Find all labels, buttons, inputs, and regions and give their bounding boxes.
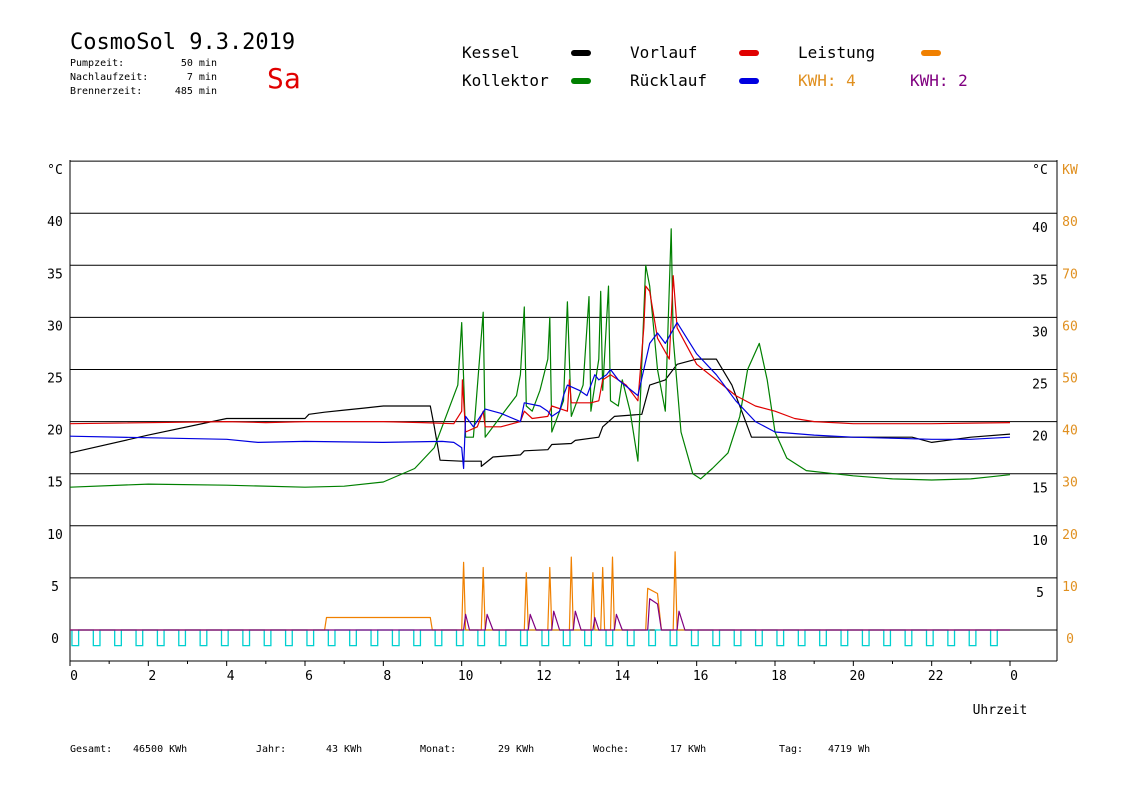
footer-gesamt-label: Gesamt: bbox=[70, 744, 113, 755]
y-left-tick-label: 0 bbox=[51, 632, 59, 647]
x-tick-label: 0 bbox=[70, 669, 78, 684]
x-tick-label: 14 bbox=[615, 669, 631, 684]
y-right-power-tick-label: 60 bbox=[1062, 319, 1078, 334]
chart-series bbox=[69, 228, 1011, 647]
x-tick-label: 20 bbox=[850, 669, 866, 684]
footer-woche-value: 17 KWh bbox=[670, 744, 707, 755]
y-right-temp-tick-label: 5 bbox=[1036, 586, 1044, 601]
y-right-power-tick-label: 40 bbox=[1062, 424, 1078, 439]
legend-kwh1-label: KWH: 4 bbox=[798, 71, 856, 90]
y-right-power-tick-label: 10 bbox=[1062, 580, 1078, 595]
weekday-label: Sa bbox=[267, 62, 301, 95]
y-right-power-tick-label: 20 bbox=[1062, 528, 1078, 543]
footer-woche-label: Woche: bbox=[593, 744, 630, 755]
y-right-power-tick-label: 50 bbox=[1062, 372, 1078, 387]
x-tick-label: 6 bbox=[305, 669, 313, 684]
y-right-power-tick-label: 80 bbox=[1062, 215, 1078, 230]
legend-ruecklauf-swatch bbox=[739, 78, 759, 84]
y-right-temp-unit: °C bbox=[1032, 163, 1048, 178]
y-left-tick-label: 40 bbox=[47, 215, 63, 230]
y-left-tick-label: 20 bbox=[47, 424, 63, 439]
y-left-tick-label: 25 bbox=[47, 372, 63, 387]
chart-axes bbox=[69, 160, 1058, 666]
y-left-unit: °C bbox=[47, 163, 63, 178]
y-left-tick-label: 35 bbox=[47, 267, 63, 282]
y-right-power-tick-label: 70 bbox=[1062, 267, 1078, 282]
series-kessel bbox=[69, 358, 1011, 467]
y-left-tick-label: 15 bbox=[47, 476, 63, 491]
y-left-tick-label: 10 bbox=[47, 528, 63, 543]
stat-label-brennerzeit: Brennerzeit: bbox=[70, 86, 143, 97]
footer-jahr-label: Jahr: bbox=[256, 744, 287, 755]
y-right-temp-tick-label: 10 bbox=[1032, 534, 1048, 549]
series-r-cklauf bbox=[69, 322, 1011, 470]
y-right-temp-tick-label: 15 bbox=[1032, 482, 1048, 497]
y-right-power-tick-label: 30 bbox=[1062, 476, 1078, 491]
legend-kessel-swatch bbox=[571, 50, 591, 56]
legend-kwh2-label: KWH: 2 bbox=[910, 71, 968, 90]
x-tick-label: 22 bbox=[928, 669, 944, 684]
legend-vorlauf-label: Vorlauf bbox=[630, 43, 698, 62]
y-right-power-unit: KW bbox=[1062, 163, 1078, 178]
stat-label-nachlaufzeit: Nachlaufzeit: bbox=[70, 72, 149, 83]
y-right-temp-tick-label: 25 bbox=[1032, 378, 1048, 393]
legend-kollektor-label: Kollektor bbox=[462, 71, 549, 90]
x-tick-label: 16 bbox=[693, 669, 709, 684]
pump-signal bbox=[71, 629, 1010, 647]
footer-monat-value: 29 KWh bbox=[498, 744, 535, 755]
stat-value-brennerzeit: 485 min bbox=[174, 86, 217, 97]
footer-tag-value: 4719 Wh bbox=[828, 744, 871, 755]
y-right-temp-tick-label: 20 bbox=[1032, 430, 1048, 445]
series-leistung bbox=[70, 551, 1010, 631]
y-left-tick-label: 5 bbox=[51, 580, 59, 595]
footer-tag-label: Tag: bbox=[779, 744, 804, 755]
series-kwh-2 bbox=[70, 598, 1010, 631]
y-left-tick-label: 30 bbox=[47, 319, 63, 334]
page-title: CosmoSol 9.3.2019 bbox=[70, 30, 296, 55]
x-axis-label: Uhrzeit bbox=[973, 703, 1028, 718]
legend-leistung-label: Leistung bbox=[798, 43, 876, 62]
y-right-temp-tick-label: 40 bbox=[1032, 221, 1048, 236]
legend-leistung-swatch bbox=[921, 50, 941, 56]
y-right-temp-tick-label: 30 bbox=[1032, 325, 1048, 340]
x-tick-label: 18 bbox=[771, 669, 787, 684]
x-tick-label: 8 bbox=[383, 669, 391, 684]
footer-gesamt-value: 46500 KWh bbox=[133, 744, 188, 755]
legend-kollektor-swatch bbox=[571, 78, 591, 84]
x-tick-label: 4 bbox=[227, 669, 235, 684]
x-tick-label: 12 bbox=[536, 669, 552, 684]
x-tick-label: 2 bbox=[148, 669, 156, 684]
legend-kessel-label: Kessel bbox=[462, 43, 520, 62]
x-tick-label: 10 bbox=[458, 669, 474, 684]
series-vorlauf bbox=[69, 275, 1011, 433]
legend-vorlauf-swatch bbox=[739, 50, 759, 56]
series-kollektor bbox=[69, 228, 1011, 488]
chart-labels: 0 2 4 6 8 10 12 14 16 18 20 22 0 Uhrzeit 0 5 10 15 20 25 30 3… bbox=[47, 163, 1078, 718]
stat-label-pumpzeit: Pumpzeit: bbox=[70, 58, 125, 69]
y-right-power-tick-label: 0 bbox=[1066, 632, 1074, 647]
x-tick-label: 0 bbox=[1010, 669, 1018, 684]
y-right-temp-tick-label: 35 bbox=[1032, 273, 1048, 288]
stat-value-nachlaufzeit: 7 min bbox=[186, 72, 217, 83]
stat-value-pumpzeit: 50 min bbox=[180, 58, 217, 69]
legend-ruecklauf-label: Rücklauf bbox=[630, 71, 708, 90]
footer-jahr-value: 43 KWh bbox=[326, 744, 363, 755]
footer-monat-label: Monat: bbox=[420, 744, 457, 755]
